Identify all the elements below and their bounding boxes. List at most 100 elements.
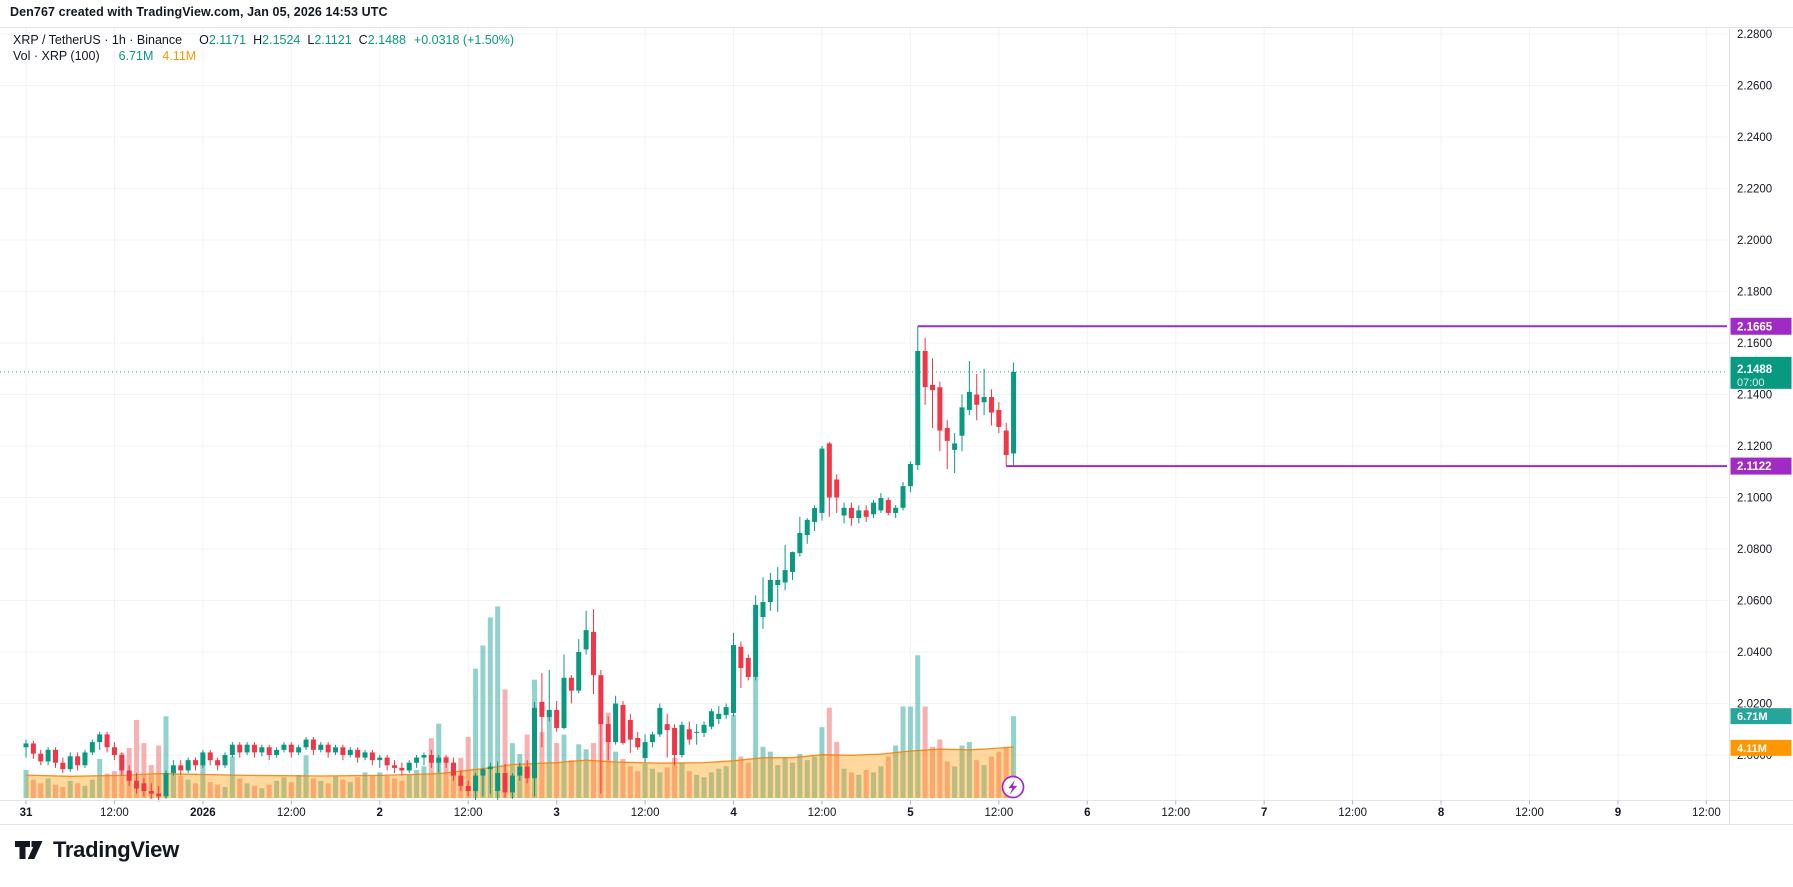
candle-body [377, 757, 383, 761]
time-axis-label: 9 [1615, 807, 1621, 819]
low-value: 2.1121 [314, 33, 352, 47]
candle-body [178, 765, 184, 771]
candle-body [686, 729, 692, 740]
candle-body [281, 744, 287, 750]
price-axis-label: 2.0200 [1737, 699, 1772, 711]
volume-bar [340, 779, 346, 798]
price-axis[interactable]: 2.2800 2.2600 2.2400 2.2200 2.2000 2.1800 2.16… [1730, 29, 1792, 762]
level-rays[interactable] [917, 325, 1727, 468]
candle-body [369, 752, 375, 761]
time-axis-label: 2026 [190, 807, 216, 819]
symbol-title[interactable]: XRP / TetherUS · 1h · Binance [13, 33, 183, 47]
candle-body [502, 773, 508, 793]
candle-body [185, 760, 191, 771]
chart-legend: XRP / TetherUS · 1h · Binance O2.1171 H2.1… [13, 32, 514, 64]
candle-body [797, 533, 803, 554]
volume-ma-label [1730, 739, 1792, 756]
candle-body [723, 707, 729, 716]
volume-bar [237, 778, 243, 798]
volume-bar [988, 756, 994, 798]
volume-bar [75, 783, 81, 798]
volume-bar [767, 751, 773, 798]
price-axis-label: 2.0400 [1737, 647, 1772, 659]
candle-body [347, 749, 353, 755]
volume-bar [200, 762, 206, 798]
low-label: L [307, 33, 315, 47]
volume-bar [45, 778, 51, 798]
candle-body [708, 711, 714, 727]
volume-bar [296, 774, 302, 798]
volume-bar [1011, 716, 1017, 798]
volume-bar [775, 765, 781, 798]
price-axis-label: 2.1800 [1737, 287, 1772, 299]
candle-body [82, 752, 88, 766]
candle-body [988, 397, 994, 413]
volume-bar [686, 771, 692, 798]
candle-body [303, 739, 309, 748]
volume-bar [922, 706, 928, 798]
volume-bar [266, 784, 272, 798]
bar-countdown-text: 07:00 [1737, 377, 1765, 389]
volume-bar [893, 745, 899, 798]
volume-bar [826, 707, 832, 798]
candle-body [251, 744, 257, 753]
volume-bar [583, 749, 589, 798]
volume-bar [259, 788, 265, 798]
volume-indicator-title[interactable]: Vol · XRP (100) [13, 49, 100, 63]
time-axis-label: 31 [20, 807, 33, 819]
volume-bar [414, 769, 420, 798]
volume-bar [694, 774, 700, 798]
candle-body [495, 773, 501, 792]
candle-body [885, 500, 891, 513]
candle-body [288, 744, 294, 753]
candle-body [30, 743, 36, 754]
volume-bar [539, 732, 545, 798]
volume-bar [38, 783, 44, 798]
volume-bar [274, 780, 280, 798]
volume-bar [856, 774, 862, 798]
candle-body [421, 755, 427, 758]
volume-bar [193, 783, 199, 798]
time-axis-label: 12:00 [1338, 807, 1367, 819]
volume-bar [627, 766, 633, 798]
volume-bar [163, 716, 169, 798]
candle-body [126, 770, 132, 781]
volume-bar [745, 762, 751, 798]
time-axis-label: 7 [1261, 807, 1267, 819]
volume-bar [863, 769, 869, 798]
tradingview-logo[interactable]: TradingView [14, 836, 179, 864]
candle-body [111, 747, 117, 755]
volume-bar [502, 689, 508, 798]
high-value: 2.1524 [262, 33, 301, 47]
candle-body [524, 766, 530, 779]
volume-bar [613, 751, 619, 798]
candle-body [871, 502, 877, 515]
close-label: C [358, 33, 368, 47]
candle-body [517, 766, 523, 776]
volume-bar [156, 745, 162, 798]
volume-bar [952, 766, 958, 798]
candle-body [266, 747, 272, 755]
candle-body [119, 755, 125, 771]
candle-body [355, 749, 361, 758]
volume-bar [428, 738, 434, 798]
candle-body [745, 657, 751, 677]
volume-bar [178, 776, 184, 798]
volume-bar [664, 767, 670, 798]
volume-bar [930, 746, 936, 798]
candle-body [38, 753, 44, 762]
legend-volume-row: Vol · XRP (100) 6.71M 4.11M [13, 48, 514, 64]
volume-bar [325, 783, 331, 798]
candle-body [664, 724, 670, 731]
volume-ma-value: 4.11M [162, 49, 197, 63]
price-axis-label: 2.2200 [1737, 184, 1772, 196]
candle-body [487, 766, 493, 770]
time-axis[interactable]: 31 12:00 2026 12:00 2 12:00 3 12:00 4 12:00 5 12:00… [20, 800, 1721, 820]
boost-lightning-icon[interactable] [1001, 775, 1025, 799]
open-value: 2.1171 [208, 33, 247, 47]
volume-bar [561, 734, 567, 798]
candle-body [981, 397, 987, 403]
candle-body [325, 744, 331, 753]
candles-series[interactable] [23, 326, 1017, 802]
